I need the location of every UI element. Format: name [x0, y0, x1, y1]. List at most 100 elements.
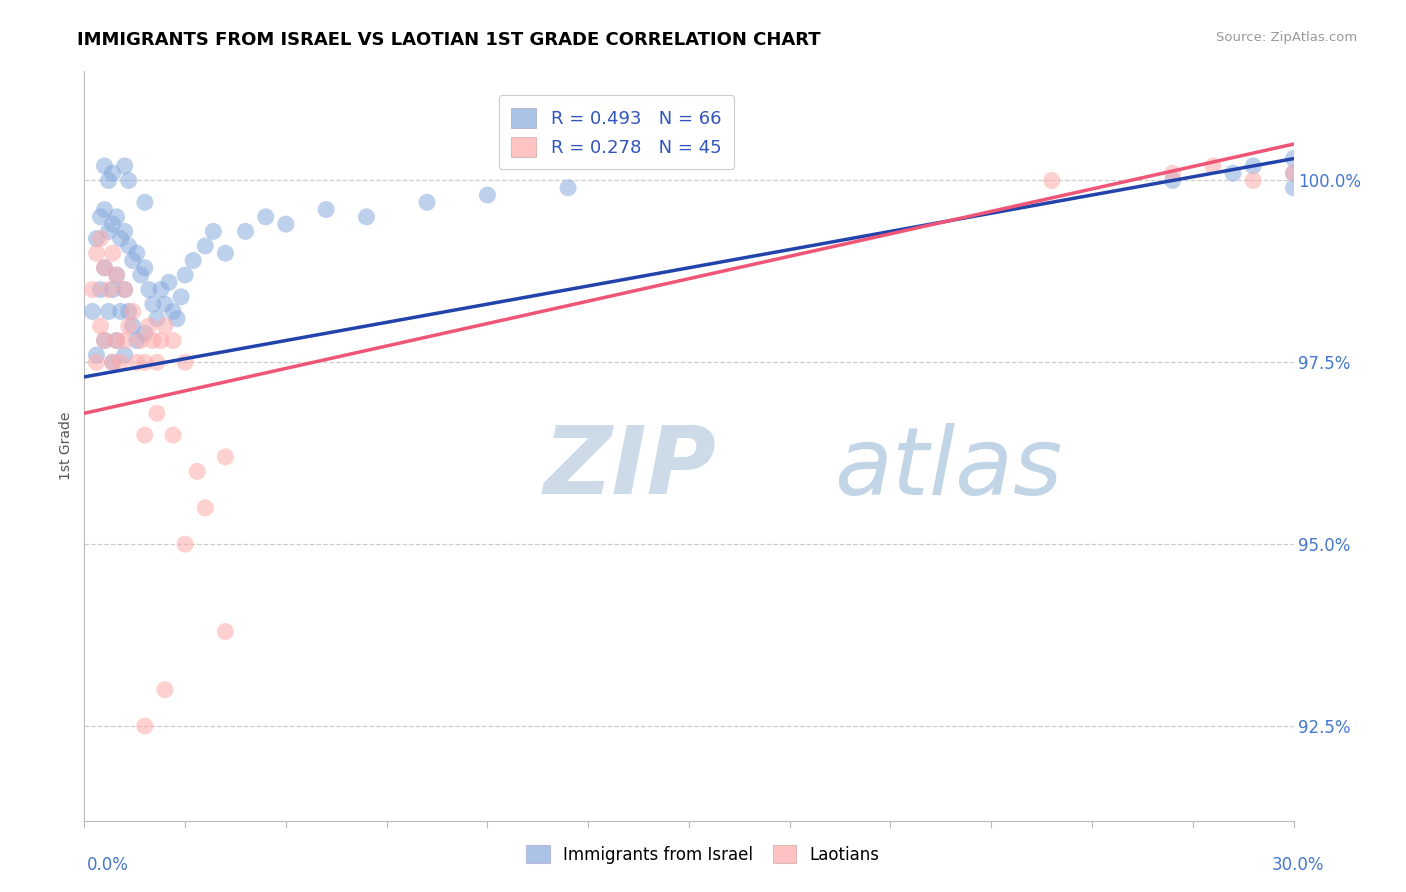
Point	[214, 450, 236, 464]
Point	[174, 537, 197, 551]
Point	[114, 334, 136, 348]
Point	[89, 232, 111, 246]
Point	[146, 355, 169, 369]
Point	[214, 246, 236, 260]
Point	[162, 428, 184, 442]
Point	[1161, 173, 1184, 187]
Point	[105, 268, 128, 282]
Point	[114, 283, 136, 297]
Point	[105, 334, 128, 348]
Point	[1282, 166, 1305, 180]
Point	[134, 195, 156, 210]
Point	[138, 283, 160, 297]
Point	[114, 159, 136, 173]
Point	[149, 283, 172, 297]
Point	[93, 260, 115, 275]
Point	[110, 355, 132, 369]
Point	[118, 239, 141, 253]
Point	[101, 355, 124, 369]
Point	[194, 500, 217, 515]
Legend: Immigrants from Israel, Laotians: Immigrants from Israel, Laotians	[520, 838, 886, 871]
Point	[93, 159, 115, 173]
Point	[93, 202, 115, 217]
Point	[114, 224, 136, 238]
Point	[166, 311, 188, 326]
Point	[86, 348, 108, 362]
Text: atlas: atlas	[834, 423, 1063, 514]
Point	[101, 355, 124, 369]
Point	[138, 318, 160, 333]
Point	[101, 166, 124, 180]
Point	[134, 260, 156, 275]
Point	[174, 355, 197, 369]
Point	[134, 428, 156, 442]
Point	[202, 224, 225, 238]
Point	[134, 719, 156, 733]
Point	[134, 326, 156, 341]
Point	[153, 682, 176, 697]
Point	[153, 318, 176, 333]
Point	[477, 188, 499, 202]
Text: 30.0%: 30.0%	[1272, 855, 1324, 873]
Point	[93, 334, 115, 348]
Point	[315, 202, 337, 217]
Point	[93, 334, 115, 348]
Legend: R = 0.493   N = 66, R = 0.278   N = 45: R = 0.493 N = 66, R = 0.278 N = 45	[499, 95, 734, 169]
Point	[157, 276, 180, 290]
Point	[146, 406, 169, 420]
Point	[101, 283, 124, 297]
Point	[118, 304, 141, 318]
Text: Source: ZipAtlas.com: Source: ZipAtlas.com	[1216, 31, 1357, 45]
Point	[557, 180, 579, 194]
Point	[1161, 166, 1184, 180]
Point	[101, 246, 124, 260]
Point	[416, 195, 439, 210]
Point	[186, 465, 208, 479]
Point	[105, 268, 128, 282]
Point	[121, 253, 143, 268]
Point	[97, 283, 120, 297]
Point	[1202, 159, 1225, 173]
Point	[125, 355, 148, 369]
Point	[86, 232, 108, 246]
Point	[121, 304, 143, 318]
Point	[110, 304, 132, 318]
Point	[1282, 166, 1305, 180]
Point	[1282, 180, 1305, 194]
Point	[121, 318, 143, 333]
Point	[1241, 159, 1264, 173]
Point	[153, 297, 176, 311]
Point	[105, 334, 128, 348]
Point	[170, 290, 193, 304]
Point	[105, 210, 128, 224]
Point	[114, 348, 136, 362]
Point	[118, 173, 141, 187]
Point	[125, 334, 148, 348]
Text: 0.0%: 0.0%	[87, 855, 129, 873]
Point	[254, 210, 277, 224]
Point	[86, 355, 108, 369]
Point	[125, 246, 148, 260]
Point	[356, 210, 378, 224]
Point	[1222, 166, 1244, 180]
Point	[149, 334, 172, 348]
Point	[89, 283, 111, 297]
Point	[97, 173, 120, 187]
Point	[134, 355, 156, 369]
Point	[129, 268, 152, 282]
Point	[1040, 173, 1063, 187]
Point	[82, 283, 104, 297]
Point	[118, 318, 141, 333]
Point	[181, 253, 204, 268]
Text: IMMIGRANTS FROM ISRAEL VS LAOTIAN 1ST GRADE CORRELATION CHART: IMMIGRANTS FROM ISRAEL VS LAOTIAN 1ST GR…	[77, 31, 821, 49]
Point	[86, 246, 108, 260]
Point	[97, 224, 120, 238]
Point	[142, 297, 165, 311]
Point	[114, 283, 136, 297]
Point	[214, 624, 236, 639]
Point	[235, 224, 257, 238]
Point	[97, 304, 120, 318]
Point	[1282, 152, 1305, 166]
Text: ZIP: ZIP	[544, 423, 717, 515]
Point	[174, 268, 197, 282]
